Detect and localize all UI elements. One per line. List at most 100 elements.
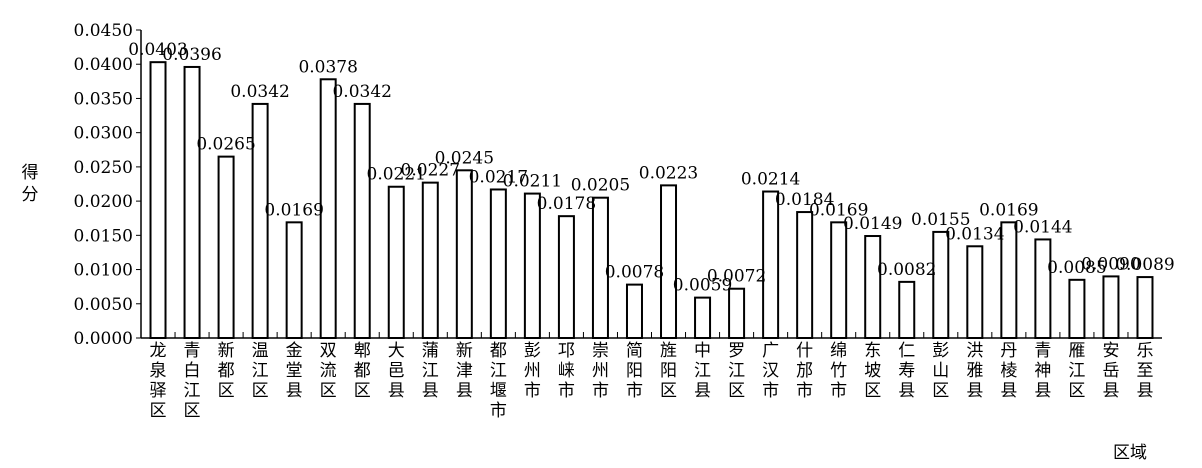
data-label: 0.0223 xyxy=(639,163,698,183)
bar xyxy=(830,221,848,339)
axes: 0.0000 0.0050 0.0100 0.0150 0.0200 0.0250 0.03… xyxy=(74,21,1162,349)
bar xyxy=(557,215,575,339)
category-label: 龙泉驿区 xyxy=(150,341,167,421)
category-label: 温江区 xyxy=(252,341,269,401)
category-label: 新都区 xyxy=(218,341,235,401)
category-label: 雁江区 xyxy=(1068,341,1085,401)
category-label: 丹棱县 xyxy=(1000,341,1017,401)
bar xyxy=(932,230,950,340)
bar xyxy=(183,65,201,340)
data-label: 0.0169 xyxy=(979,200,1038,220)
data-label: 0.0211 xyxy=(503,172,562,192)
bar xyxy=(898,280,916,339)
data-label: 0.0059 xyxy=(673,276,732,296)
category-label: 旌阳区 xyxy=(660,341,677,401)
category-label: 东坡区 xyxy=(864,341,881,401)
category-label: 都江堰市 xyxy=(490,341,507,421)
category-label: 彭州市 xyxy=(524,341,541,401)
category-label: 青白江区 xyxy=(184,341,201,421)
category-label: 绵竹市 xyxy=(830,341,847,401)
data-label: 0.0265 xyxy=(196,135,255,155)
category-label: 新津县 xyxy=(456,341,473,401)
bar xyxy=(1034,238,1052,339)
bar xyxy=(694,296,712,339)
bar xyxy=(421,181,439,339)
bar xyxy=(796,211,814,339)
x-axis-title: 区域 xyxy=(1113,443,1147,463)
data-label: 0.0134 xyxy=(945,224,1004,244)
data-label: 0.0155 xyxy=(911,210,970,230)
category-label: 洪雅县 xyxy=(966,341,983,401)
bars xyxy=(149,61,1154,340)
data-label: 0.0205 xyxy=(571,176,630,196)
category-label: 郫都区 xyxy=(354,341,371,401)
data-label: 0.0089 xyxy=(1115,255,1174,275)
data-label: 0.0184 xyxy=(775,190,834,210)
category-label: 广汉市 xyxy=(762,341,779,401)
data-label: 0.0149 xyxy=(843,214,902,234)
category-label: 简阳市 xyxy=(626,341,643,401)
bar xyxy=(1102,275,1120,339)
category-label: 大邑县 xyxy=(388,341,405,401)
category-label: 中江县 xyxy=(694,341,711,401)
bar xyxy=(660,184,678,339)
data-label: 0.0144 xyxy=(1013,217,1072,237)
data-label: 0.0169 xyxy=(264,200,323,220)
bar xyxy=(966,245,984,339)
data-label: 0.0214 xyxy=(741,170,800,190)
data-label: 0.0396 xyxy=(162,45,221,65)
y-tick-label: 0.0150 xyxy=(74,226,133,246)
bar xyxy=(455,169,473,339)
y-tick-label: 0.0400 xyxy=(74,55,133,75)
data-label: 0.0090 xyxy=(1081,254,1140,274)
bar xyxy=(1068,278,1086,340)
data-label: 0.0078 xyxy=(605,263,664,283)
bar xyxy=(1000,221,1018,339)
bar xyxy=(523,192,541,339)
y-tick-label: 0.0050 xyxy=(74,295,133,315)
category-label: 安岳县 xyxy=(1102,341,1119,401)
y-tick-label: 0.0200 xyxy=(74,192,133,212)
bar xyxy=(353,102,371,339)
data-label: 0.0245 xyxy=(435,148,494,168)
data-label: 0.0072 xyxy=(707,267,766,287)
y-tick-label: 0.0300 xyxy=(74,124,133,144)
y-tick-label: 0.0350 xyxy=(74,89,133,109)
y-axis-title: 得分 xyxy=(22,163,39,205)
bar xyxy=(1136,276,1154,339)
bar xyxy=(489,188,507,339)
y-tick-label: 0.0450 xyxy=(74,21,133,41)
category-label: 蒲江县 xyxy=(422,341,439,401)
y-tick-label: 0.0100 xyxy=(74,261,133,281)
bar xyxy=(864,235,882,339)
category-label: 罗江区 xyxy=(728,341,745,401)
category-label: 什邡市 xyxy=(796,341,813,401)
category-labels: 龙泉驿区青白江区新都区温江区金堂县双流区郫都区大邑县蒲江县新津县都江堰市彭州市邛… xyxy=(150,341,1154,421)
bar xyxy=(285,221,303,339)
bar xyxy=(625,283,643,340)
data-label: 0.0342 xyxy=(230,82,289,102)
category-label: 双流区 xyxy=(320,341,337,401)
category-label: 仁寿县 xyxy=(898,341,915,401)
bar xyxy=(591,196,609,339)
category-label: 彭山区 xyxy=(932,341,949,401)
data-label: 0.0378 xyxy=(298,57,357,77)
category-label: 金堂县 xyxy=(286,341,303,401)
data-label: 0.0169 xyxy=(809,200,868,220)
data-label: 0.0085 xyxy=(1047,258,1106,278)
data-label: 0.0178 xyxy=(537,194,596,214)
bar xyxy=(762,190,780,339)
data-label: 0.0227 xyxy=(401,161,460,181)
data-label: 0.0221 xyxy=(367,165,426,185)
bar xyxy=(251,102,269,339)
y-tick-label: 0.0000 xyxy=(74,329,133,349)
category-label: 青神县 xyxy=(1034,341,1051,401)
data-label: 0.0342 xyxy=(332,82,391,102)
bar xyxy=(217,155,235,339)
category-label: 邛崃市 xyxy=(558,341,575,401)
bar xyxy=(728,287,746,339)
y-tick-label: 0.0250 xyxy=(74,158,133,178)
bar xyxy=(387,185,405,339)
